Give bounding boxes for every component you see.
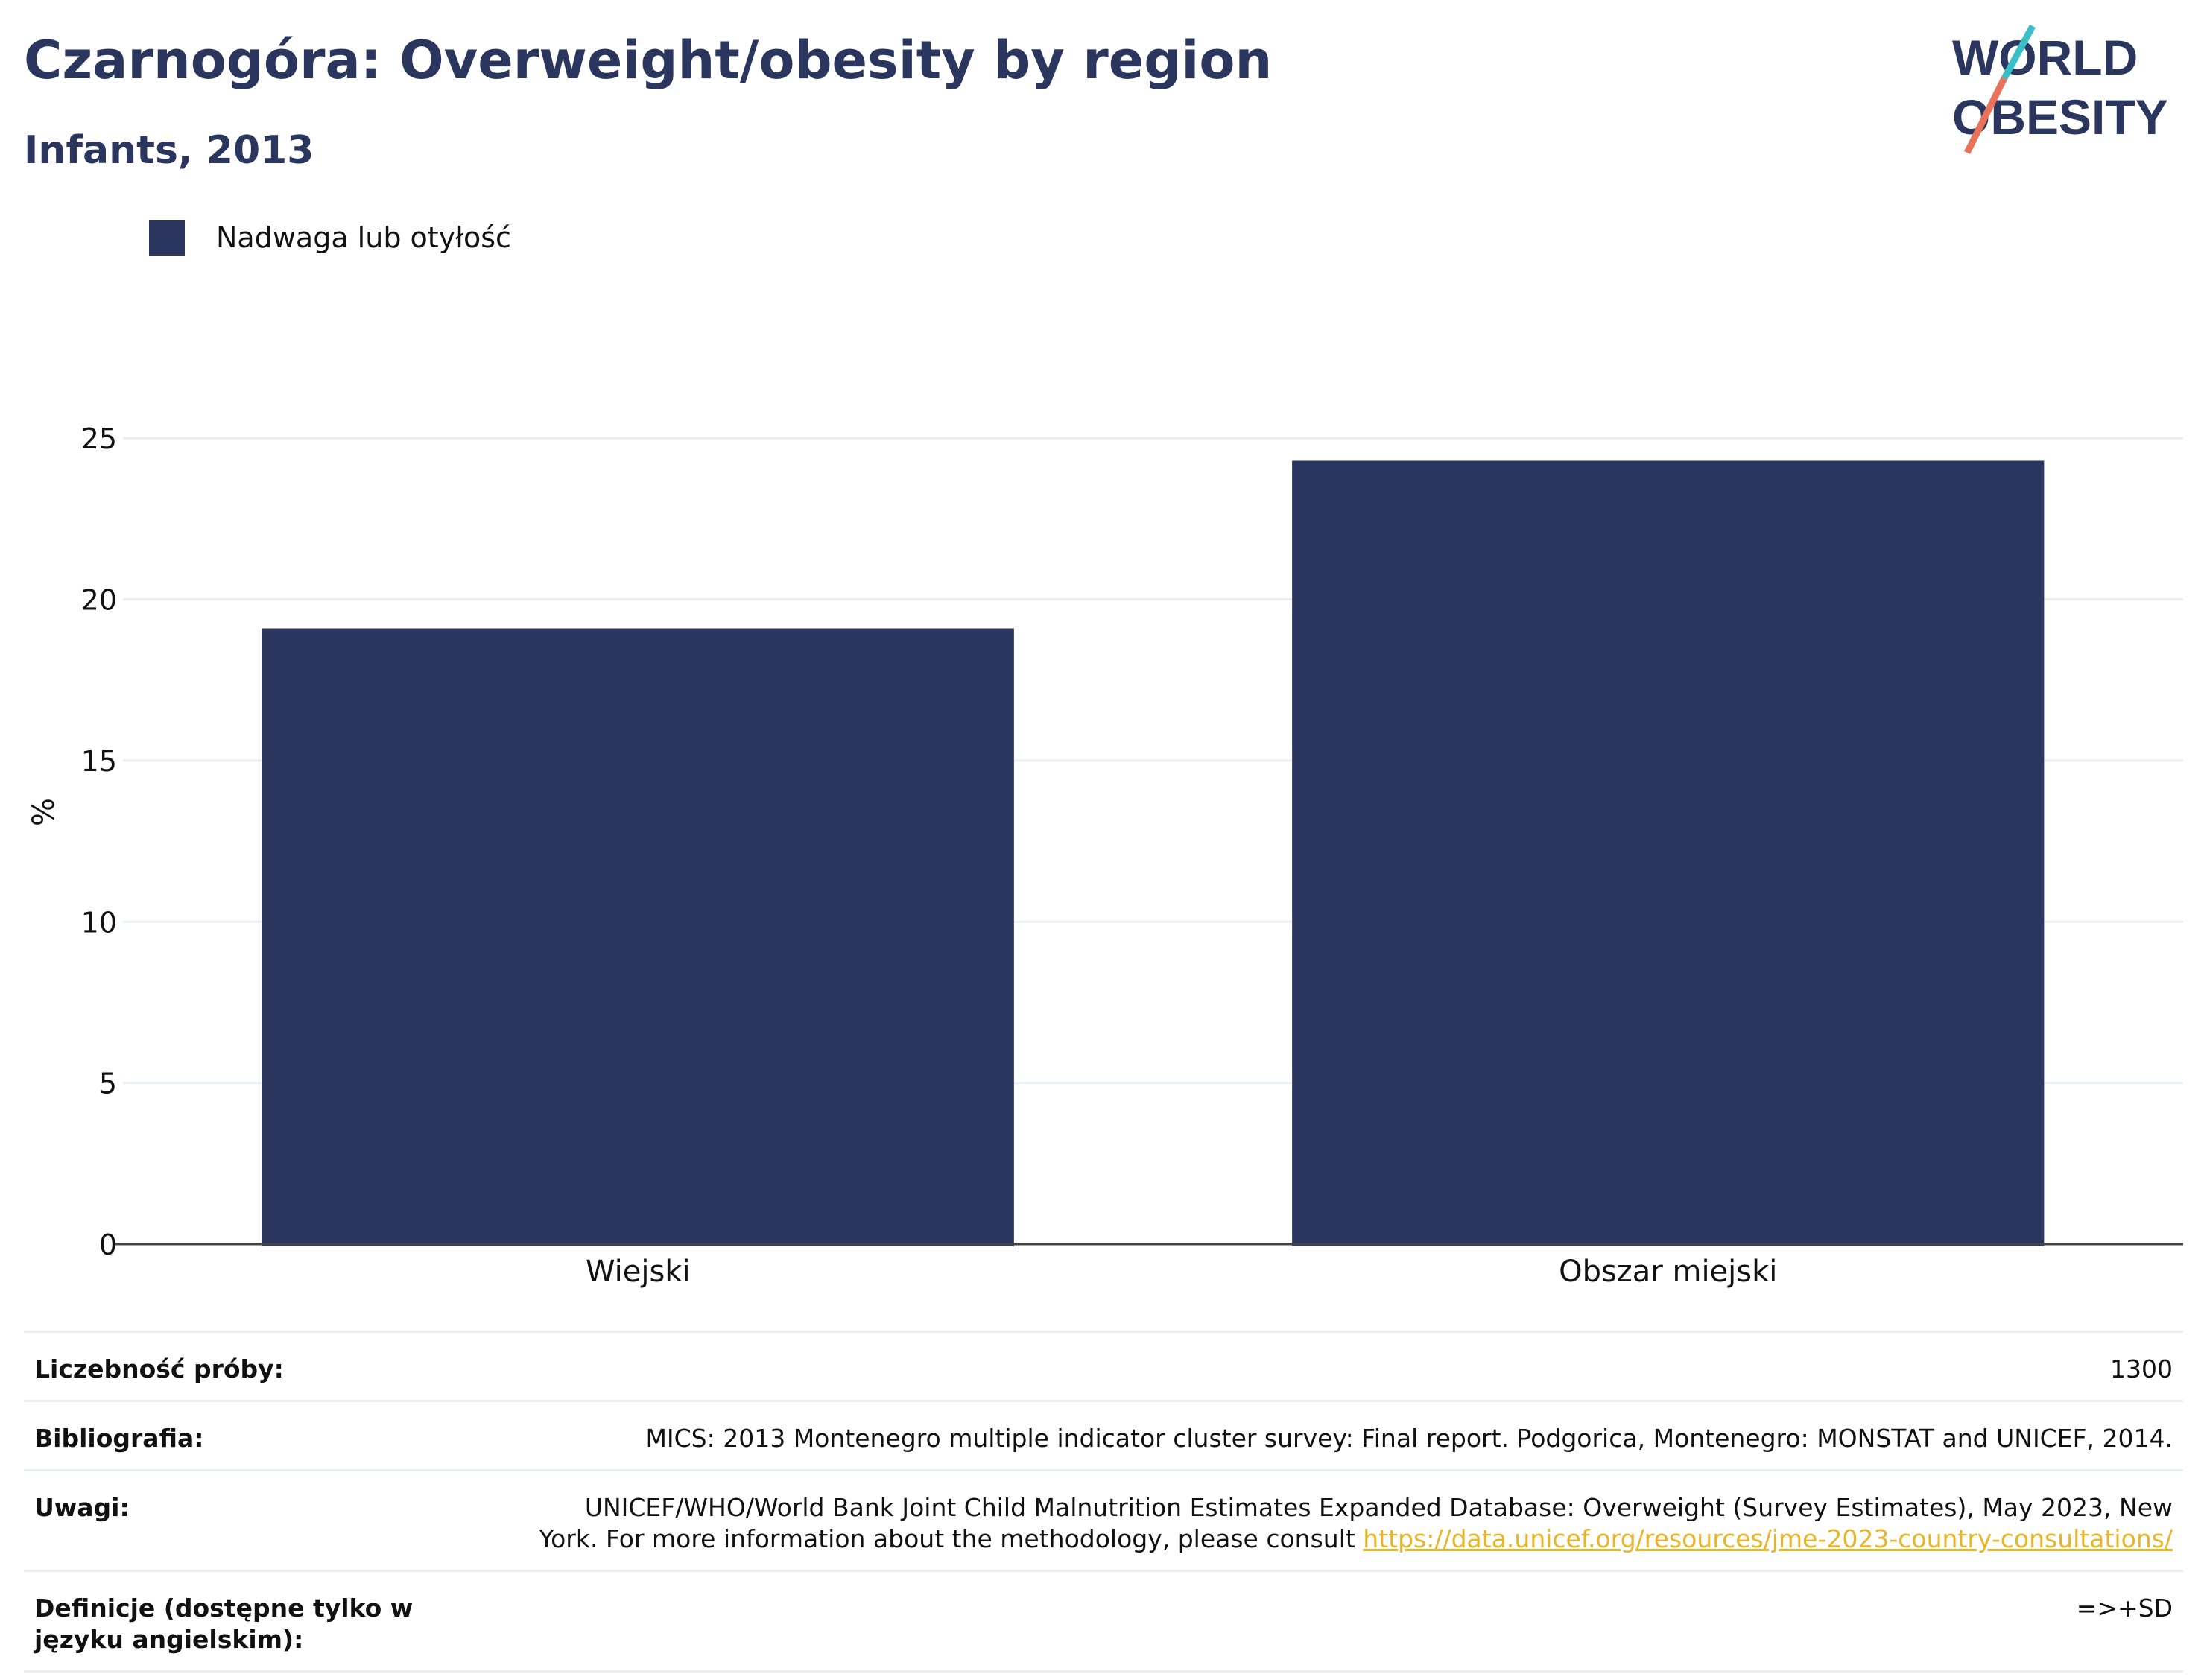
bar [1292, 460, 2045, 1247]
legend-swatch [149, 220, 185, 256]
methodology-link[interactable]: https://data.unicef.org/resources/jme-20… [1363, 1524, 2173, 1553]
y-tick-label: 10 [81, 906, 117, 939]
bar-chart: 0 5 10 15 20 25 Wiejski Obszar miejski % [27, 422, 2183, 1289]
notes-line1: UNICEF/WHO/World Bank Joint Child Malnut… [584, 1493, 2173, 1522]
axes: 0 5 10 15 20 25 Wiejski Obszar miejski [81, 422, 2183, 1289]
world-obesity-logo: WORLD OBESITY [1952, 24, 2168, 155]
page-title: Czarnogóra: Overweight/obesity by region [24, 30, 1273, 91]
bibliography-label: Bibliografia: [24, 1400, 492, 1471]
logo-line1: WORLD [1952, 30, 2138, 85]
metadata-table: Liczebność próby: 1300 Bibliografia: MIC… [24, 1331, 2183, 1673]
y-tick-label: 25 [81, 422, 117, 455]
definitions-row: Definicje (dostępne tylko w języku angie… [24, 1570, 2183, 1673]
y-tick-label: 20 [81, 584, 117, 617]
y-tick-label: 5 [99, 1068, 117, 1100]
definitions-value: =>+SD [492, 1570, 2183, 1673]
notes-label: Uwagi: [24, 1469, 492, 1571]
bibliography-row: Bibliografia: MICS: 2013 Montenegro mult… [24, 1400, 2183, 1471]
bars [262, 460, 2045, 1247]
legend: Nadwaga lub otyłość [149, 220, 511, 256]
legend-label: Nadwaga lub otyłość [216, 221, 511, 254]
logo-coral-slash [1963, 76, 2008, 155]
notes-line2-prefix: York. For more information about the met… [539, 1524, 1364, 1553]
definitions-label: Definicje (dostępne tylko w języku angie… [24, 1570, 492, 1673]
bar [262, 628, 1014, 1246]
y-tick-label: 15 [81, 745, 117, 778]
sample-size-label: Liczebność próby: [24, 1331, 492, 1401]
y-axis-title: % [27, 798, 61, 826]
sample-size-row: Liczebność próby: 1300 [24, 1331, 2183, 1401]
sample-size-value: 1300 [492, 1331, 2183, 1401]
bibliography-value: MICS: 2013 Montenegro multiple indicator… [492, 1400, 2183, 1471]
notes-value: UNICEF/WHO/World Bank Joint Child Malnut… [492, 1469, 2183, 1571]
x-tick-label: Obszar miejski [1559, 1255, 1777, 1289]
page-subtitle: Infants, 2013 [24, 128, 314, 173]
x-tick-label: Wiejski [586, 1255, 691, 1289]
y-tick-label: 0 [99, 1229, 117, 1261]
logo-teal-slash [2001, 24, 2036, 80]
notes-row: Uwagi: UNICEF/WHO/World Bank Joint Child… [24, 1469, 2183, 1571]
